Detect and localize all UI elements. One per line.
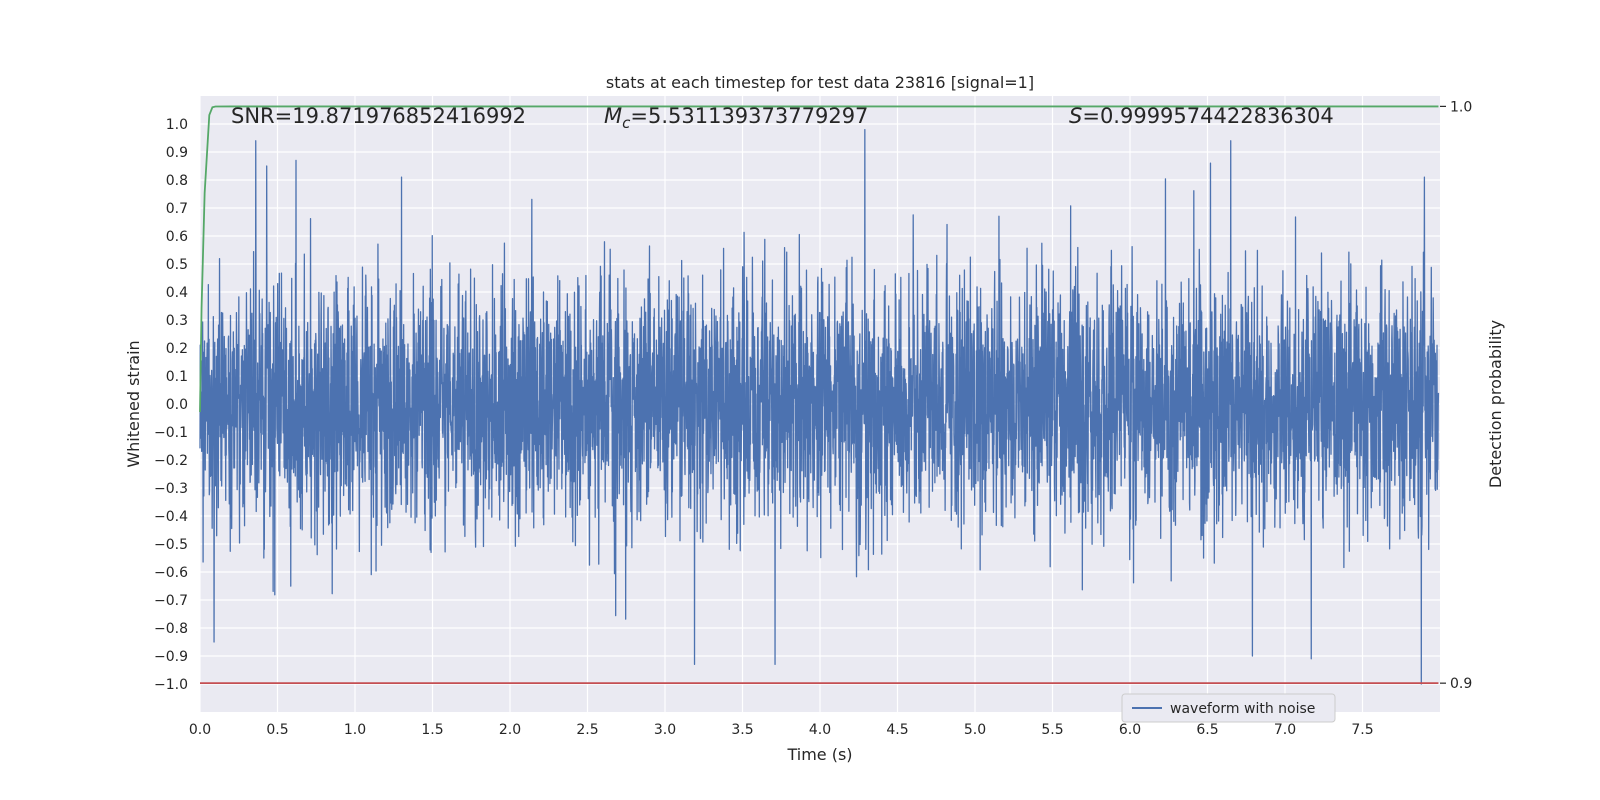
y-tick-label: 0.3 [166, 313, 188, 329]
x-axis: 0.0 0.5 1.0 1.5 2.0 2.5 3.0 3.5 4.0 4.5 5.0 5.5 6.0 6… [189, 722, 1374, 738]
series-layer [199, 105, 1440, 685]
detection-score-symbol: S [1069, 104, 1082, 128]
y-tick-label: −0.5 [154, 537, 188, 553]
y2-axis-title: Detection probability [1486, 320, 1505, 488]
detection-score-annotation: S=0.9999574422836304 [1069, 104, 1334, 128]
series-line-waveform [199, 128, 1440, 685]
y-tick-label: −0.1 [154, 425, 188, 441]
x-axis-title: Time (s) [786, 745, 852, 764]
y-axis-title: Whitened strain [124, 340, 143, 467]
y-tick-label: −0.7 [154, 593, 188, 609]
y-tick-label: 0.6 [166, 229, 188, 245]
y2-tick-label: 1.0 [1450, 99, 1472, 115]
x-tick-label: 1.0 [344, 722, 366, 738]
legend: waveform with noise [1121, 693, 1336, 723]
y2-axis: 1.0 0.9 [1440, 99, 1472, 692]
x-tick-label: 4.0 [809, 722, 831, 738]
chirp-mass-annotation: Mc=5.531139373779297 [604, 104, 868, 132]
x-tick-label: 6.0 [1119, 722, 1141, 738]
chirp-mass-subscript: c [622, 114, 631, 132]
chirp-mass-value: =5.531139373779297 [630, 104, 868, 128]
y2-tick-label: 0.9 [1450, 676, 1472, 692]
y-tick-label: 0.1 [166, 369, 188, 385]
x-tick-label: 7.5 [1351, 722, 1373, 738]
y-tick-label: 0.5 [166, 257, 188, 273]
x-tick-label: 2.5 [576, 722, 598, 738]
snr-annotation: SNR=19.871976852416992 [231, 104, 526, 128]
series-line-probability [199, 105, 1439, 413]
x-tick-label: 5.0 [964, 722, 986, 738]
y-tick-label: 0.7 [166, 201, 188, 217]
detection-score-value: =0.9999574422836304 [1082, 104, 1333, 128]
x-tick-label: 5.5 [1041, 722, 1063, 738]
legend-box [1121, 693, 1336, 723]
x-tick-label: 3.0 [654, 722, 676, 738]
legend-label-waveform: waveform with noise [1170, 701, 1315, 717]
y-tick-label: −0.8 [154, 621, 188, 637]
y-tick-label: −0.2 [154, 453, 188, 469]
x-tick-label: 0.0 [189, 722, 211, 738]
y-axis: 1.0 0.9 0.8 0.7 0.6 0.5 0.4 0.3 0.2 0.1 0.0 −0.1 −0.… [154, 117, 188, 693]
y-tick-label: −0.4 [154, 509, 188, 525]
y-tick-label: 1.0 [166, 117, 188, 133]
y-tick-label: 0.8 [166, 173, 188, 189]
y-tick-label: 0.2 [166, 341, 188, 357]
chirp-mass-symbol: M [604, 104, 622, 128]
y-tick-label: 0.9 [166, 145, 188, 161]
x-tick-label: 1.5 [421, 722, 443, 738]
y-tick-label: 0.0 [166, 397, 188, 413]
x-tick-label: 4.5 [886, 722, 908, 738]
x-tick-label: 0.5 [266, 722, 288, 738]
x-tick-label: 2.0 [499, 722, 521, 738]
y-tick-label: 0.4 [166, 285, 188, 301]
y-tick-label: −0.6 [154, 565, 188, 581]
y-tick-label: −0.9 [154, 649, 188, 665]
x-tick-label: 6.5 [1196, 722, 1218, 738]
x-tick-label: 3.5 [731, 722, 753, 738]
y-tick-label: −1.0 [154, 677, 188, 693]
y-tick-label: −0.3 [154, 481, 188, 497]
chart-title: stats at each timestep for test data 238… [606, 73, 1034, 92]
x-tick-label: 7.0 [1274, 722, 1296, 738]
